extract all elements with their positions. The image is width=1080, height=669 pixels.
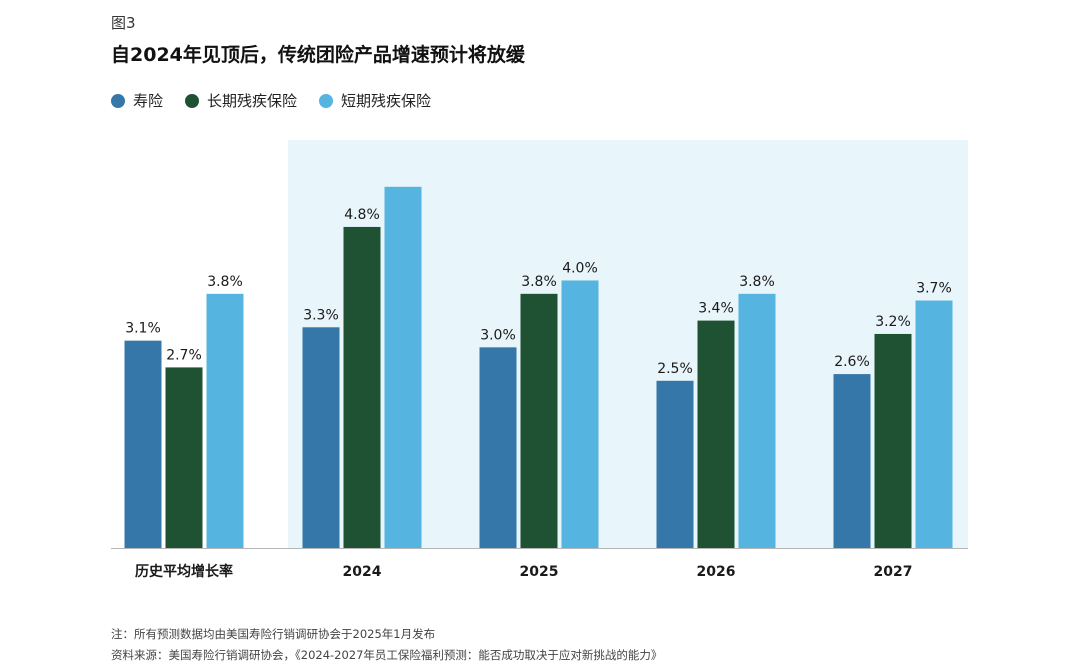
legend-swatch-ltd xyxy=(185,93,200,108)
chart-legend: 寿险 长期残疾保险 短期残疾保险 xyxy=(111,90,431,111)
data-label-0-2: 3.0% xyxy=(480,327,516,343)
bar-2-0 xyxy=(206,293,244,548)
legend-label-ltd: 长期残疾保险 xyxy=(207,92,298,110)
data-label-1-1: 4.8% xyxy=(344,207,380,223)
bar-2-1 xyxy=(384,186,422,548)
chart-notes: 注：所有预测数据均由美国寿险行销调研协会于2025年1月发布 资料来源：美国寿险… xyxy=(111,624,662,666)
legend-label-life: 寿险 xyxy=(133,92,164,110)
data-label-1-3: 3.4% xyxy=(698,301,734,317)
legend-item-ltd: 长期残疾保险 xyxy=(185,90,297,111)
data-label-1-0: 2.7% xyxy=(166,347,202,363)
bar-0-2 xyxy=(479,347,517,548)
legend-item-life: 寿险 xyxy=(111,90,163,111)
data-label-0-3: 2.5% xyxy=(657,361,693,377)
bar-1-0 xyxy=(165,367,203,548)
data-label-1-2: 3.8% xyxy=(521,274,557,290)
source-text: 资料来源：美国寿险行销调研协会，《2024-2027年员工保险福利预测：能否成功… xyxy=(111,648,663,662)
x-tick-label-3: 2026 xyxy=(697,564,736,580)
data-label-2-3: 3.8% xyxy=(739,274,775,290)
figure-label: 图3 xyxy=(111,14,136,32)
chart-title: 自2024年见顶后，传统团险产品增速预计将放缓 xyxy=(111,44,525,66)
bar-chart: 3.1% 2.7% 3.8% 历史平均增长率 3.3% 4.8% 2024 3.0% 3.8% 4… xyxy=(111,140,968,580)
bar-1-1 xyxy=(343,226,381,549)
legend-item-std: 短期残疾保险 xyxy=(319,90,431,111)
legend-swatch-life xyxy=(111,93,125,108)
legend-swatch-std xyxy=(319,93,334,108)
data-label-2-0: 3.8% xyxy=(207,274,243,290)
bar-0-0 xyxy=(124,340,162,548)
data-label-2-4: 3.7% xyxy=(916,281,952,297)
bar-1-4 xyxy=(874,333,912,548)
bar-1-3 xyxy=(697,320,735,548)
data-label-1-4: 3.2% xyxy=(875,314,911,330)
legend-label-std: 短期残疾保险 xyxy=(341,92,432,110)
bar-2-2 xyxy=(561,280,599,548)
bar-2-4 xyxy=(915,300,953,548)
x-tick-label-0: 历史平均增长率 xyxy=(135,563,233,580)
x-tick-label-1: 2024 xyxy=(343,564,382,580)
x-tick-label-4: 2027 xyxy=(874,564,913,580)
data-label-2-2: 4.0% xyxy=(562,260,598,276)
data-label-0-1: 3.3% xyxy=(303,307,339,323)
note-text: 注：所有预测数据均由美国寿险行销调研协会于2025年1月发布 xyxy=(111,627,436,641)
data-label-0-4: 2.6% xyxy=(834,354,870,370)
bar-2-3 xyxy=(738,293,776,548)
bar-0-1 xyxy=(302,327,340,548)
bar-1-2 xyxy=(520,293,558,548)
bar-0-4 xyxy=(833,374,871,548)
data-label-0-0: 3.1% xyxy=(125,321,161,337)
bar-0-3 xyxy=(656,380,694,548)
x-tick-label-2: 2025 xyxy=(520,564,559,580)
